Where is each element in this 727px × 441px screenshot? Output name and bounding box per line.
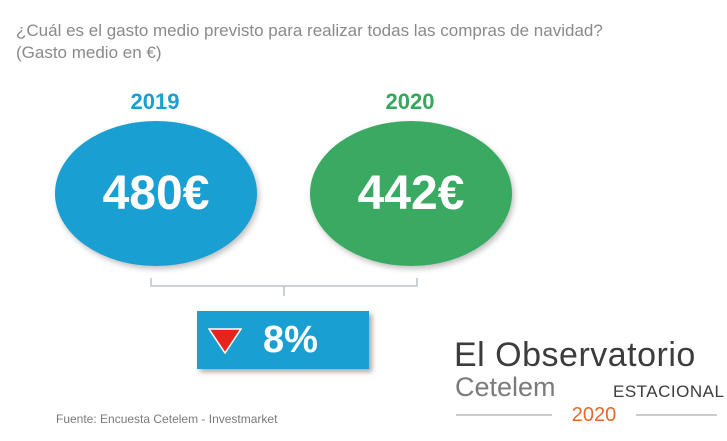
question-text: ¿Cuál es el gasto medio previsto para re… [16,21,603,40]
change-box: 8% [197,311,369,369]
year-label-2020: 2020 [385,89,435,114]
logo-year: 2020 [571,404,617,426]
logo-estacional: ESTACIONAL [613,382,725,401]
logo-cetelem: Cetelem [455,372,556,402]
logo-observatorio: El Observatorio [454,336,696,374]
down-arrow-icon [208,328,242,354]
question-title: ¿Cuál es el gasto medio previsto para re… [16,20,716,64]
value-label-2019: 480€ [102,167,210,220]
question-unit: (Gasto medio en €) [16,43,162,62]
logo-divider [456,414,717,416]
comparison-bracket [150,278,418,296]
source-note: Fuente: Encuesta Cetelem - Investmarket [56,412,278,426]
change-percentage: 8% [263,319,318,361]
value-label-2020: 442€ [357,167,465,220]
value-ellipse-2019: 480€ [55,121,257,266]
value-ellipse-2020: 442€ [310,121,512,266]
year-label-2019: 2019 [130,89,180,114]
